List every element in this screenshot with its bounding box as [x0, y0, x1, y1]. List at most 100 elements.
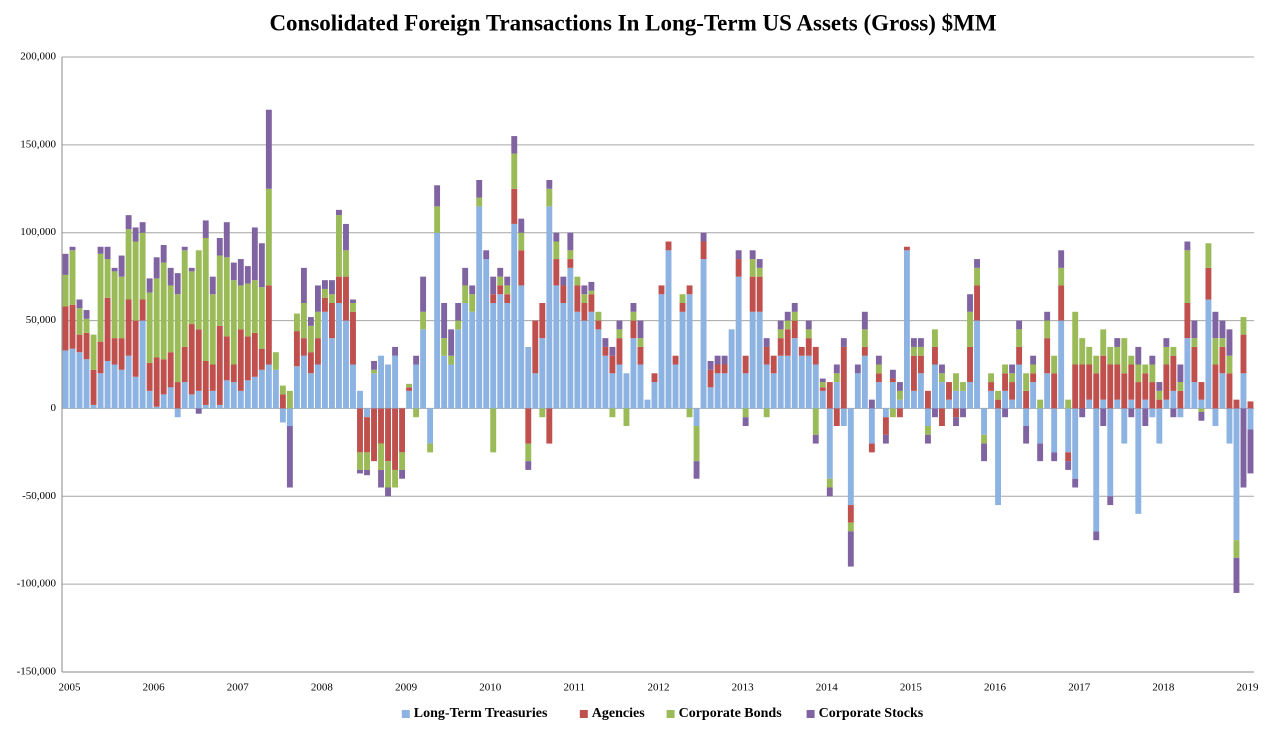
bar-segment: [139, 299, 146, 321]
bar-segment: [1233, 399, 1240, 409]
bar-segment: [202, 404, 209, 409]
bar-segment: [392, 355, 399, 409]
bar-segment: [988, 390, 995, 409]
bar-segment: [69, 348, 76, 409]
bar-segment: [336, 276, 342, 303]
bar-segment: [560, 303, 567, 409]
bar-segment: [609, 355, 616, 374]
bar-segment: [1016, 329, 1023, 347]
legend-swatch: [666, 710, 675, 718]
bar-segment: [1170, 355, 1177, 391]
bar-segment: [784, 355, 791, 409]
bar-segment: [917, 373, 924, 409]
bar-segment: [83, 310, 90, 319]
bar-segment: [167, 352, 174, 388]
bar-segment: [118, 369, 125, 409]
bar-segment: [518, 285, 525, 409]
bar-segment: [244, 380, 251, 409]
bar-segment: [665, 250, 672, 409]
bar-segment: [609, 373, 616, 409]
bar-segment: [1065, 408, 1072, 453]
bar-segment: [279, 394, 286, 409]
bar-segment: [833, 408, 840, 426]
bar-segment: [300, 338, 307, 356]
bar-segment: [1086, 399, 1093, 409]
bar-segment: [525, 408, 532, 444]
bar-segment: [1037, 443, 1044, 462]
bar-segment: [111, 364, 118, 409]
bar-segment: [90, 334, 97, 370]
bar-segment: [202, 237, 209, 361]
bar-segment: [588, 281, 595, 291]
bar-segment: [1142, 399, 1149, 409]
bar-segment: [1128, 355, 1135, 365]
bar-segment: [546, 188, 553, 207]
bar-segment: [623, 408, 630, 426]
bar-segment: [1156, 390, 1163, 400]
bar-segment: [546, 206, 553, 409]
bar-segment: [490, 408, 497, 453]
bar-segment: [875, 373, 882, 383]
y-tick-label: 100,000: [20, 226, 56, 238]
bar-segment: [770, 355, 777, 374]
bar-segment: [1177, 408, 1184, 418]
bar-segment: [132, 320, 139, 377]
bar-segment: [504, 276, 511, 286]
bar-segment: [1051, 408, 1058, 453]
bar-segment: [62, 350, 69, 409]
bar-segment: [756, 276, 763, 312]
bar-segment: [910, 346, 917, 356]
bar-segment: [539, 338, 546, 409]
bar-segment: [756, 267, 763, 277]
bar-segment: [1072, 311, 1079, 365]
bar-segment: [462, 267, 469, 286]
bar-segment: [1240, 317, 1247, 335]
bar-segment: [497, 276, 504, 286]
bar-segment: [854, 373, 861, 409]
bar-segment: [939, 373, 945, 383]
bar-segment: [300, 355, 307, 409]
bar-segment: [181, 250, 188, 347]
bar-segment: [251, 227, 258, 281]
bar-segment: [967, 346, 973, 383]
x-tick-label: 2010: [479, 682, 502, 694]
bar-segment: [237, 285, 244, 330]
bar-segment: [967, 294, 973, 312]
bar-segment: [1170, 408, 1177, 418]
bar-segment: [420, 311, 427, 330]
bar-segment: [553, 241, 560, 260]
bar-segment: [62, 306, 69, 351]
bar-segment: [132, 227, 139, 242]
bar-segment: [939, 382, 945, 409]
bar-segment: [469, 294, 476, 312]
bar-segment: [237, 259, 244, 286]
bar-segment: [595, 311, 602, 321]
bar-segment: [637, 320, 644, 339]
bar-segment: [616, 320, 623, 330]
bar-segment: [960, 390, 966, 409]
bar-segment: [932, 329, 938, 347]
bar-segment: [1002, 390, 1009, 409]
bar-segment: [125, 229, 132, 300]
bar-segment: [763, 346, 770, 365]
bar-segment: [1163, 399, 1170, 409]
bar-segment: [1149, 382, 1156, 409]
bar-segment: [216, 237, 223, 256]
bar-segment: [1114, 399, 1121, 409]
bar-segment: [588, 311, 595, 409]
bar-segment: [1009, 382, 1016, 400]
bar-segment: [1100, 408, 1107, 426]
bar-segment: [202, 360, 209, 405]
bar-segment: [1149, 355, 1156, 365]
bar-segment: [497, 294, 504, 409]
bar-segment: [981, 443, 987, 462]
bar-segment: [560, 285, 567, 303]
bar-segment: [882, 408, 889, 418]
bar-segment: [721, 355, 728, 365]
bar-segment: [953, 373, 959, 391]
y-tick-label: 0: [51, 402, 57, 414]
bar-segment: [111, 271, 118, 339]
bar-segment: [546, 180, 553, 189]
bar-segment: [917, 346, 924, 356]
bar-segment: [1135, 364, 1142, 383]
